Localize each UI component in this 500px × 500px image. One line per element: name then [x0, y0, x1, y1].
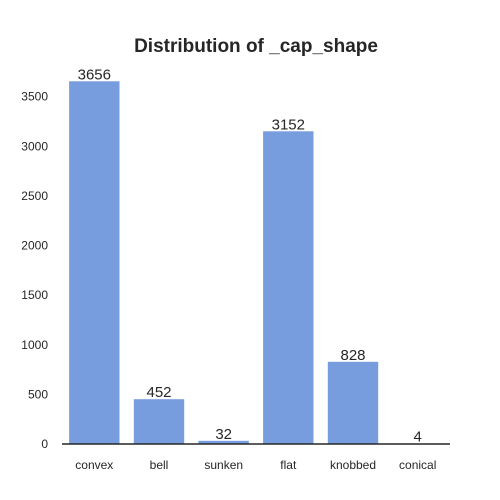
y-tick-label-3000: 3000 [21, 139, 48, 153]
chart-title: Distribution of _cap_shape [134, 36, 378, 57]
bar-knobbed [327, 361, 379, 444]
y-axis: 0 500 1000 1500 2000 2500 3000 3500 [21, 90, 48, 451]
x-tick-label-flat: flat [280, 458, 297, 472]
x-tick-label-sunken: sunken [204, 458, 243, 472]
bar-convex [69, 81, 120, 445]
bar-bell [133, 399, 185, 444]
data-label-flat: 3152 [272, 116, 305, 133]
data-labels: 3656 452 32 3152 828 4 [78, 66, 422, 445]
data-label-knobbed: 828 [340, 347, 365, 364]
x-tick-label-bell: bell [150, 458, 169, 472]
y-tick-label-500: 500 [28, 387, 48, 401]
y-tick-label-1000: 1000 [21, 338, 48, 352]
bar-flat [263, 131, 314, 445]
bars-group [69, 81, 443, 445]
y-tick-label-2000: 2000 [21, 239, 48, 253]
y-tick-label-3500: 3500 [21, 90, 48, 104]
x-tick-label-convex: convex [75, 458, 113, 472]
x-axis: convex bell sunken flat knobbed conical [75, 458, 436, 472]
y-tick-label-1500: 1500 [21, 288, 48, 302]
data-label-bell: 452 [146, 384, 171, 401]
bar-sunken [198, 440, 249, 444]
x-tick-label-conical: conical [399, 458, 436, 472]
x-tick-label-knobbed: knobbed [330, 458, 376, 472]
data-label-sunken: 32 [215, 426, 232, 443]
y-tick-label-0: 0 [41, 437, 48, 451]
data-label-conical: 4 [414, 429, 422, 446]
y-tick-label-2500: 2500 [21, 189, 48, 203]
data-label-convex: 3656 [78, 66, 111, 83]
